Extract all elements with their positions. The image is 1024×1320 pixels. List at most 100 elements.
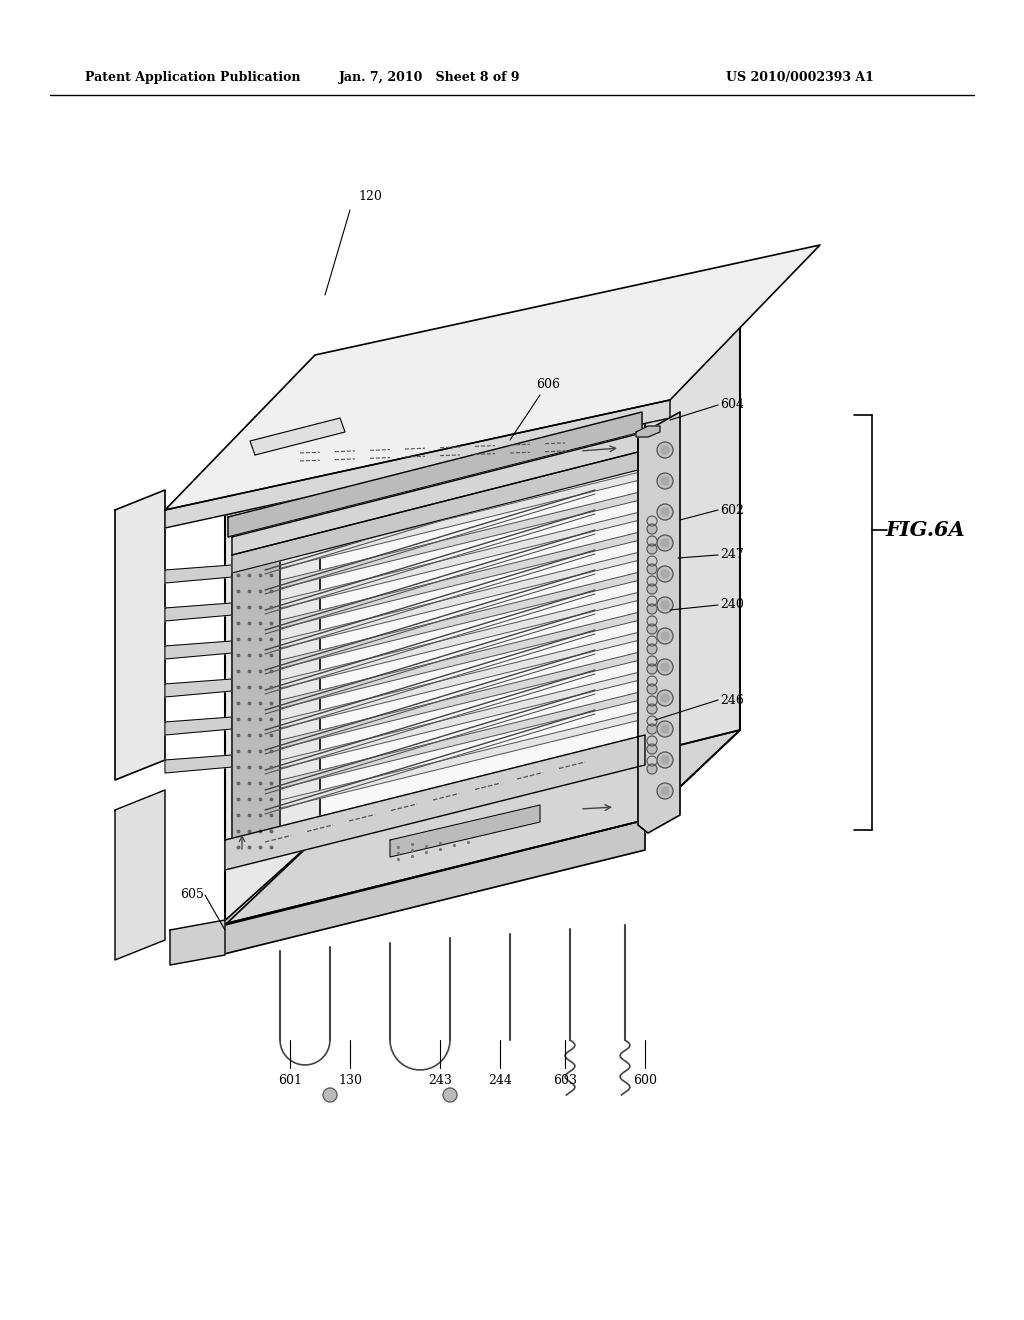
Circle shape [662, 570, 669, 578]
Polygon shape [232, 512, 640, 620]
Circle shape [662, 787, 669, 795]
Circle shape [662, 756, 669, 764]
Polygon shape [232, 591, 640, 700]
Polygon shape [220, 820, 645, 954]
Polygon shape [232, 451, 638, 573]
Polygon shape [232, 434, 638, 554]
Polygon shape [390, 805, 540, 857]
Text: 605: 605 [180, 888, 204, 902]
Circle shape [662, 539, 669, 546]
Text: 130: 130 [338, 1073, 362, 1086]
Polygon shape [115, 789, 165, 960]
Circle shape [662, 694, 669, 702]
Polygon shape [220, 730, 740, 925]
Text: 601: 601 [278, 1073, 302, 1086]
Polygon shape [232, 572, 640, 680]
Polygon shape [232, 672, 640, 780]
Text: 244: 244 [488, 1073, 512, 1086]
Polygon shape [165, 755, 232, 774]
Polygon shape [165, 678, 232, 697]
Text: 246: 246 [720, 693, 743, 706]
Text: 120: 120 [358, 190, 382, 202]
Polygon shape [232, 692, 640, 800]
Circle shape [647, 583, 657, 594]
Polygon shape [232, 532, 640, 640]
Polygon shape [225, 730, 740, 925]
Circle shape [323, 1088, 337, 1102]
Circle shape [647, 597, 657, 606]
Text: 606: 606 [536, 379, 560, 392]
Circle shape [647, 756, 657, 766]
Circle shape [647, 536, 657, 546]
Circle shape [657, 597, 673, 612]
Circle shape [647, 644, 657, 653]
Circle shape [647, 636, 657, 645]
Polygon shape [232, 492, 640, 601]
Circle shape [647, 544, 657, 554]
Circle shape [647, 664, 657, 675]
Circle shape [662, 632, 669, 640]
Circle shape [647, 715, 657, 726]
Circle shape [647, 616, 657, 626]
Circle shape [657, 504, 673, 520]
Circle shape [662, 477, 669, 484]
Polygon shape [232, 632, 640, 741]
Polygon shape [232, 652, 640, 760]
Circle shape [647, 764, 657, 774]
Circle shape [647, 723, 657, 734]
Circle shape [647, 624, 657, 634]
Polygon shape [165, 246, 820, 510]
Polygon shape [232, 473, 640, 579]
Polygon shape [225, 319, 740, 515]
Text: US 2010/0002393 A1: US 2010/0002393 A1 [726, 71, 873, 84]
Circle shape [647, 516, 657, 525]
Circle shape [662, 446, 669, 454]
Polygon shape [165, 400, 670, 528]
Text: 243: 243 [428, 1073, 452, 1086]
Circle shape [657, 721, 673, 737]
Circle shape [647, 576, 657, 586]
Text: 603: 603 [553, 1073, 577, 1086]
Polygon shape [645, 319, 740, 820]
Polygon shape [228, 412, 642, 537]
Text: 600: 600 [633, 1073, 657, 1086]
Circle shape [662, 508, 669, 516]
Circle shape [647, 744, 657, 754]
Polygon shape [225, 411, 645, 925]
Circle shape [657, 752, 673, 768]
Text: 247: 247 [720, 549, 743, 561]
Circle shape [647, 684, 657, 694]
Circle shape [662, 725, 669, 733]
Circle shape [657, 659, 673, 675]
Text: 240: 240 [720, 598, 743, 611]
Text: Jan. 7, 2010   Sheet 8 of 9: Jan. 7, 2010 Sheet 8 of 9 [339, 71, 521, 84]
Polygon shape [638, 412, 680, 833]
Polygon shape [225, 735, 645, 870]
Circle shape [657, 566, 673, 582]
Circle shape [647, 656, 657, 667]
Circle shape [657, 473, 673, 488]
Circle shape [657, 442, 673, 458]
Polygon shape [250, 418, 345, 455]
Circle shape [647, 524, 657, 535]
Text: Patent Application Publication: Patent Application Publication [85, 71, 300, 84]
Text: 602: 602 [720, 503, 743, 516]
Polygon shape [232, 552, 640, 660]
Polygon shape [170, 920, 225, 965]
Polygon shape [115, 490, 165, 780]
Polygon shape [232, 711, 640, 820]
Text: 604: 604 [720, 399, 744, 412]
Circle shape [647, 737, 657, 746]
Circle shape [657, 628, 673, 644]
Polygon shape [636, 426, 660, 437]
Circle shape [662, 601, 669, 609]
Circle shape [443, 1088, 457, 1102]
Circle shape [647, 676, 657, 686]
Circle shape [662, 663, 669, 671]
Circle shape [657, 690, 673, 706]
Polygon shape [165, 717, 232, 735]
Circle shape [647, 696, 657, 706]
Polygon shape [225, 425, 319, 925]
Polygon shape [165, 565, 232, 583]
Circle shape [647, 704, 657, 714]
